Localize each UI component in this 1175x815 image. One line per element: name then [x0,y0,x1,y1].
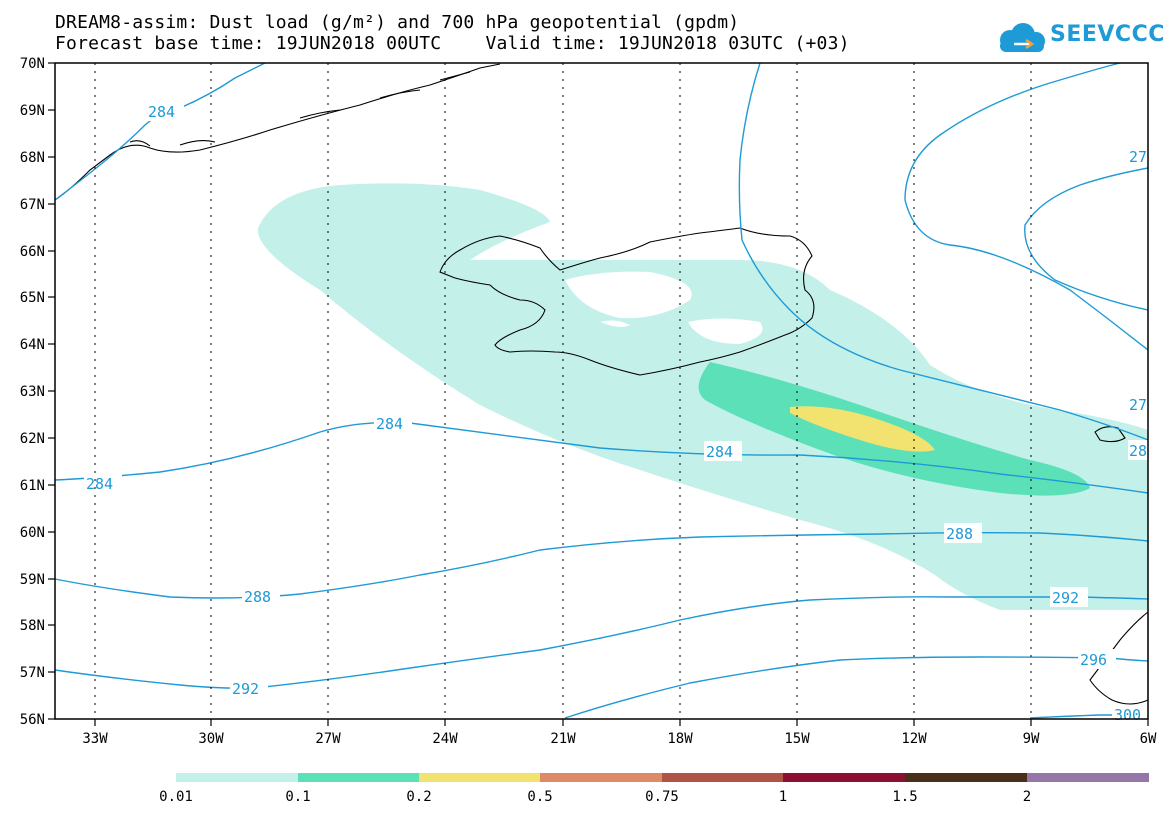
lat-label: 66N [20,244,45,260]
coastlines [54,63,1149,705]
lat-label: 69N [20,103,45,119]
lon-label: 6W [1140,731,1157,747]
colorbar-label: 0.01 [159,789,193,805]
contour-label: 27 [1129,148,1147,166]
lon-label: 30W [198,731,224,747]
land-gap-2 [688,318,763,344]
axis-ticks [48,62,1149,726]
lon-label: 24W [432,731,458,747]
greenland-coast-detail [129,71,471,147]
contour-label: 284 [148,103,175,121]
faroe-islands [1094,426,1126,443]
lat-label: 56N [20,712,45,728]
dust-field [257,183,1148,611]
lat-label: 70N [20,56,45,72]
colorbar-swatch [298,773,419,782]
lat-label: 60N [20,525,45,541]
colorbar-swatch [540,773,662,782]
map-frame [54,62,1149,720]
lat-label: 61N [20,478,45,494]
logo-text: SEEVCCC [1050,22,1165,47]
seevccc-logo [1000,23,1045,52]
lon-label: 9W [1023,731,1040,747]
lat-label: 63N [20,384,45,400]
colorbar-labels: 0.01 0.1 0.2 0.5 0.75 1 1.5 2 [159,789,1031,805]
lon-label: 12W [901,731,927,747]
geopotential-contours [54,62,1149,719]
dust-0.1-area [698,362,1090,496]
colorbar-label: 0.2 [406,789,431,805]
lon-label: 27W [315,731,341,747]
longitude-labels: 33W 30W 27W 24W 21W 18W 15W 12W 9W 6W [82,731,1157,747]
lat-label: 62N [20,431,45,447]
contour-label: 284 [376,415,403,433]
cloud-icon [1000,23,1045,52]
lat-label: 59N [20,572,45,588]
lat-label: 64N [20,337,45,353]
colorbar-label: 1.5 [892,789,917,805]
lon-label: 18W [667,731,693,747]
lat-label: 68N [20,150,45,166]
lat-label: 57N [20,665,45,681]
colorbar-label: 2 [1023,789,1031,805]
colorbar-label: 1 [779,789,787,805]
greenland-coast [54,63,501,201]
lon-label: 15W [784,731,810,747]
map-title: DREAM8-assim: Dust load (g/m²) and 700 h… [55,12,740,33]
colorbar-label: 0.5 [527,789,552,805]
forecast-times: Forecast base time: 19JUN2018 00UTC Vali… [55,33,850,54]
colorbar-swatch [1027,773,1149,782]
colorbar-label: 0.1 [285,789,310,805]
latitude-labels: 70N 69N 68N 67N 66N 65N 64N 63N 62N 61N … [20,56,45,728]
lon-label: 21W [550,731,576,747]
colorbar-swatch [905,773,1027,782]
colorbar-swatch [783,773,905,782]
contour-label: 284 [86,475,113,493]
contour-label: 27 [1129,396,1147,414]
colorbar-swatch [419,773,540,782]
contour-labels: 284 284 284 284 288 288 292 292 296 300 … [84,101,1148,724]
dust-0.2-area [790,406,935,452]
lat-label: 67N [20,197,45,213]
lat-label: 65N [20,290,45,306]
contour-label: 28 [1129,442,1147,460]
scotland-coast [1089,610,1149,705]
lon-label: 33W [82,731,108,747]
colorbar-swatch [662,773,783,782]
lat-label: 58N [20,618,45,634]
dust-0.01-area [257,183,1148,611]
gridlines [94,63,1032,719]
contour-label: 292 [232,680,259,698]
colorbar [176,773,1149,782]
contour-label: 300 [1114,706,1141,724]
contour-label: 284 [706,443,733,461]
contour-label: 288 [946,525,973,543]
contour-label: 292 [1052,589,1079,607]
land-gap-3 [600,320,630,327]
iceland-coast [439,227,815,376]
contour-label: 296 [1080,651,1107,669]
colorbar-swatch [176,773,298,782]
contour-label: 288 [244,588,271,606]
colorbar-label: 0.75 [645,789,679,805]
land-gap-1 [565,271,692,319]
